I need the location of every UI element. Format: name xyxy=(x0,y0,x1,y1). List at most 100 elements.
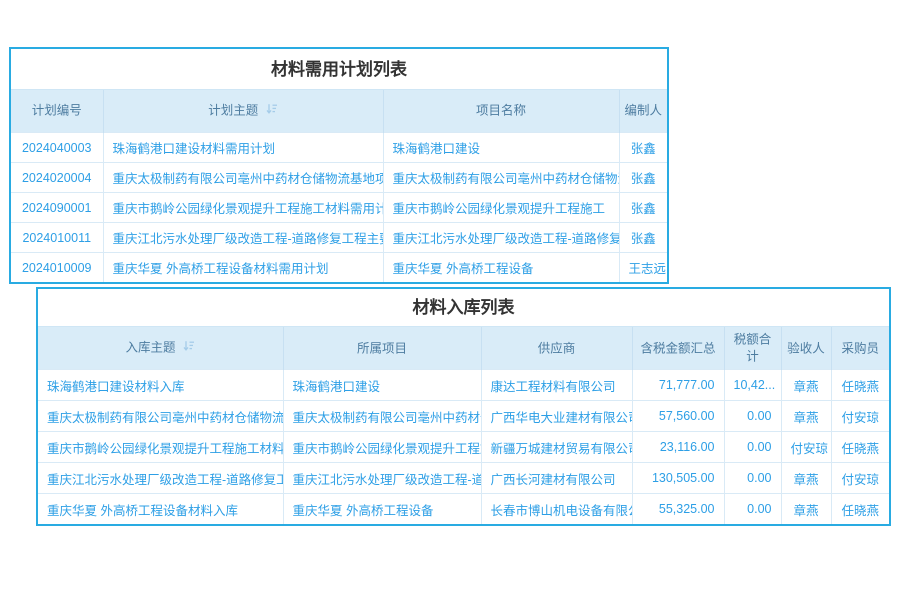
inbound-amount-cell: 71,777.00 xyxy=(631,369,724,401)
inbound-col-header-supplier-label: 供应商 xyxy=(537,340,576,355)
inbound-project-cell[interactable]: 重庆市鹅岭公园绿化景观提升工程施工 xyxy=(282,431,481,463)
plan-table-row: 2024010009 重庆华夏 外高桥工程设备材料需用计划 重庆华夏 外高桥工程… xyxy=(11,252,667,282)
inbound-col-header-inspector-label: 验收人 xyxy=(787,340,825,355)
inbound-amount-cell: 23,116.00 xyxy=(631,431,724,463)
plan-subject-cell[interactable]: 珠海鹤港口建设材料需用计划 xyxy=(102,132,383,163)
inbound-col-header-amount: 含税金额汇总 xyxy=(631,327,724,370)
inbound-subject-cell[interactable]: 珠海鹤港口建设材料入库 xyxy=(38,369,283,401)
plan-col-header-subject-label: 计划主题 xyxy=(208,103,259,118)
inbound-purchaser-cell[interactable]: 任晓燕 xyxy=(830,493,889,525)
inbound-tax-cell: 0.00 xyxy=(723,493,781,525)
inbound-supplier-cell[interactable]: 新疆万城建材贸易有限公司 xyxy=(480,431,632,463)
inbound-table-row: 珠海鹤港口建设材料入库 珠海鹤港口建设 康达工程材料有限公司 71,777.00… xyxy=(38,369,889,401)
inbound-table-header: 入库主题 所属项目 供应商 含税金额汇总 税额合计 验收人 采购员 xyxy=(38,327,889,370)
inbound-table-row: 重庆太极制药有限公司亳州中药材仓储物流基... 重庆太极制药有限公司亳州中药材仓… xyxy=(38,400,889,432)
sort-amount-icon[interactable] xyxy=(183,340,195,357)
plan-author-cell[interactable]: 王志远 xyxy=(618,252,667,282)
inbound-inspector-cell[interactable]: 章燕 xyxy=(780,400,831,432)
inbound-table-title: 材料入库列表 xyxy=(38,289,889,327)
inbound-table-row: 重庆华夏 外高桥工程设备材料入库 重庆华夏 外高桥工程设备 长春市博山机电设备有… xyxy=(38,493,889,525)
inbound-subject-cell[interactable]: 重庆市鹅岭公园绿化景观提升工程施工材料入库 xyxy=(38,431,283,463)
plan-table-row: 2024040003 珠海鹤港口建设材料需用计划 珠海鹤港口建设 张鑫 xyxy=(11,132,667,163)
plan-project-cell[interactable]: 珠海鹤港口建设 xyxy=(382,132,619,163)
inbound-supplier-cell[interactable]: 广西华电大业建材有限公司 xyxy=(480,400,632,432)
plan-no-cell[interactable]: 2024010011 xyxy=(11,222,103,253)
inbound-inspector-cell[interactable]: 付安琼 xyxy=(780,431,831,463)
inbound-tax-cell: 0.00 xyxy=(723,400,781,432)
plan-project-cell[interactable]: 重庆太极制药有限公司亳州中药材仓储物流... xyxy=(382,162,619,193)
inbound-inspector-cell[interactable]: 章燕 xyxy=(780,369,831,401)
plan-no-cell[interactable]: 2024040003 xyxy=(11,132,103,163)
plan-project-cell[interactable]: 重庆市鹅岭公园绿化景观提升工程施工 xyxy=(382,192,619,223)
inbound-tax-cell: 10,42... xyxy=(723,369,781,401)
plan-no-cell[interactable]: 2024010009 xyxy=(11,252,103,282)
plan-table: 计划编号 计划主题 项目名称 编制人 2024040003 珠海鹤港口建设材料需… xyxy=(11,90,667,282)
inbound-amount-cell: 130,505.00 xyxy=(631,462,724,494)
plan-author-cell[interactable]: 张鑫 xyxy=(618,222,667,253)
inbound-project-cell[interactable]: 珠海鹤港口建设 xyxy=(282,369,481,401)
plan-table-row: 2024090001 重庆市鹅岭公园绿化景观提升工程施工材料需用计划 重庆市鹅岭… xyxy=(11,192,667,223)
inbound-purchaser-cell[interactable]: 任晓燕 xyxy=(830,431,889,463)
plan-col-header-author-label: 编制人 xyxy=(624,103,662,118)
plan-table-header: 计划编号 计划主题 项目名称 编制人 xyxy=(11,90,667,133)
plan-subject-cell[interactable]: 重庆华夏 外高桥工程设备材料需用计划 xyxy=(102,252,383,282)
inbound-amount-cell: 55,325.00 xyxy=(631,493,724,525)
material-inbound-panel: 材料入库列表 入库主题 所属项目 供应商 含税金额汇总 税额合计 验收人 采购员 xyxy=(36,287,891,527)
inbound-table-row: 重庆江北污水处理厂级改造工程-道路修复工程... 重庆江北污水处理厂级改造工程-… xyxy=(38,462,889,494)
plan-col-header-plan-no-label: 计划编号 xyxy=(31,103,82,118)
inbound-purchaser-cell[interactable]: 付安琼 xyxy=(830,400,889,432)
inbound-col-header-subject[interactable]: 入库主题 xyxy=(38,327,283,370)
inbound-supplier-cell[interactable]: 广西长河建材有限公司 xyxy=(480,462,632,494)
plan-no-cell[interactable]: 2024090001 xyxy=(11,192,103,223)
inbound-purchaser-cell[interactable]: 任晓燕 xyxy=(830,369,889,401)
inbound-project-cell[interactable]: 重庆江北污水处理厂级改造工程-道路... xyxy=(282,462,481,494)
inbound-subject-cell[interactable]: 重庆华夏 外高桥工程设备材料入库 xyxy=(38,493,283,525)
sort-amount-icon[interactable] xyxy=(266,103,278,120)
inbound-subject-cell[interactable]: 重庆江北污水处理厂级改造工程-道路修复工程... xyxy=(38,462,283,494)
plan-table-body: 2024040003 珠海鹤港口建设材料需用计划 珠海鹤港口建设 张鑫 2024… xyxy=(11,132,667,282)
inbound-col-header-subject-label: 入库主题 xyxy=(125,340,176,355)
plan-subject-cell[interactable]: 重庆江北污水处理厂级改造工程-道路修复工程主要材料 xyxy=(102,222,383,253)
plan-table-title: 材料需用计划列表 xyxy=(11,49,667,90)
plan-col-header-project: 项目名称 xyxy=(382,90,619,133)
plan-author-cell[interactable]: 张鑫 xyxy=(618,192,667,223)
inbound-col-header-tax-label: 税额合计 xyxy=(733,332,772,364)
plan-subject-cell[interactable]: 重庆市鹅岭公园绿化景观提升工程施工材料需用计划 xyxy=(102,192,383,223)
inbound-table: 入库主题 所属项目 供应商 含税金额汇总 税额合计 验收人 采购员 珠海鹤港口建… xyxy=(38,327,889,525)
inbound-table-row: 重庆市鹅岭公园绿化景观提升工程施工材料入库 重庆市鹅岭公园绿化景观提升工程施工 … xyxy=(38,431,889,463)
plan-subject-cell[interactable]: 重庆太极制药有限公司亳州中药材仓储物流基地项目... xyxy=(102,162,383,193)
inbound-col-header-inspector: 验收人 xyxy=(780,327,831,370)
inbound-subject-cell[interactable]: 重庆太极制药有限公司亳州中药材仓储物流基... xyxy=(38,400,283,432)
plan-col-header-author: 编制人 xyxy=(618,90,667,133)
plan-table-row: 2024020004 重庆太极制药有限公司亳州中药材仓储物流基地项目... 重庆… xyxy=(11,162,667,193)
inbound-col-header-purchaser-label: 采购员 xyxy=(841,340,879,355)
inbound-header-row: 入库主题 所属项目 供应商 含税金额汇总 税额合计 验收人 采购员 xyxy=(38,327,889,370)
inbound-amount-cell: 57,560.00 xyxy=(631,400,724,432)
inbound-inspector-cell[interactable]: 章燕 xyxy=(780,462,831,494)
inbound-inspector-cell[interactable]: 章燕 xyxy=(780,493,831,525)
inbound-project-cell[interactable]: 重庆太极制药有限公司亳州中药材仓... xyxy=(282,400,481,432)
inbound-supplier-cell[interactable]: 长春市博山机电设备有限公司 xyxy=(480,493,632,525)
inbound-col-header-project: 所属项目 xyxy=(282,327,481,370)
plan-table-row: 2024010011 重庆江北污水处理厂级改造工程-道路修复工程主要材料 重庆江… xyxy=(11,222,667,253)
inbound-purchaser-cell[interactable]: 付安琼 xyxy=(830,462,889,494)
plan-col-header-project-label: 项目名称 xyxy=(475,103,526,118)
plan-project-cell[interactable]: 重庆江北污水处理厂级改造工程-道路修复工程 xyxy=(382,222,619,253)
inbound-col-header-project-label: 所属项目 xyxy=(356,340,407,355)
plan-col-header-plan-no: 计划编号 xyxy=(11,90,103,133)
material-plan-panel: 材料需用计划列表 计划编号 计划主题 项目名称 编制人 2024040003 珠… xyxy=(9,47,669,284)
inbound-table-body: 珠海鹤港口建设材料入库 珠海鹤港口建设 康达工程材料有限公司 71,777.00… xyxy=(38,369,889,525)
plan-author-cell[interactable]: 张鑫 xyxy=(618,162,667,193)
plan-author-cell[interactable]: 张鑫 xyxy=(618,132,667,163)
plan-no-cell[interactable]: 2024020004 xyxy=(11,162,103,193)
inbound-project-cell[interactable]: 重庆华夏 外高桥工程设备 xyxy=(282,493,481,525)
inbound-supplier-cell[interactable]: 康达工程材料有限公司 xyxy=(480,369,632,401)
inbound-col-header-tax: 税额合计 xyxy=(723,327,781,370)
inbound-tax-cell: 0.00 xyxy=(723,462,781,494)
plan-header-row: 计划编号 计划主题 项目名称 编制人 xyxy=(11,90,667,133)
plan-project-cell[interactable]: 重庆华夏 外高桥工程设备 xyxy=(382,252,619,282)
inbound-col-header-purchaser: 采购员 xyxy=(830,327,889,370)
inbound-tax-cell: 0.00 xyxy=(723,431,781,463)
plan-col-header-subject[interactable]: 计划主题 xyxy=(102,90,383,133)
inbound-col-header-amount-label: 含税金额汇总 xyxy=(640,340,716,355)
